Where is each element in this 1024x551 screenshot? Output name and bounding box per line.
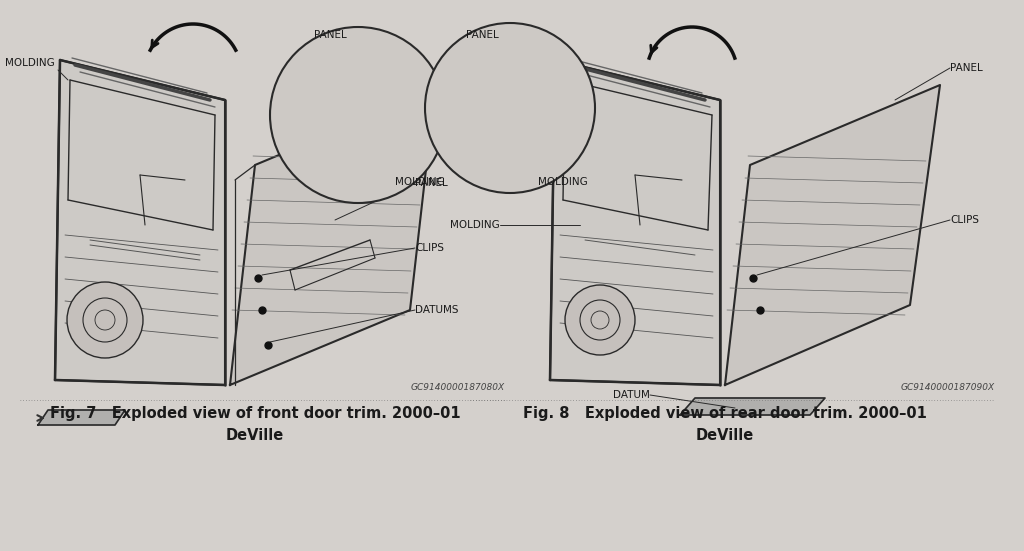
Polygon shape — [38, 410, 125, 425]
Polygon shape — [230, 90, 435, 385]
Polygon shape — [550, 60, 720, 385]
Text: MOLDING: MOLDING — [451, 220, 500, 230]
Text: DeVille: DeVille — [696, 428, 754, 443]
Text: PANEL: PANEL — [466, 30, 499, 40]
Circle shape — [67, 282, 143, 358]
Text: MOLDING: MOLDING — [395, 177, 444, 187]
Text: DATUM: DATUM — [613, 390, 650, 400]
Text: PANEL: PANEL — [415, 178, 447, 188]
Text: Fig. 8   Exploded view of rear door trim. 2000–01: Fig. 8 Exploded view of rear door trim. … — [523, 406, 927, 421]
Text: MOLDING: MOLDING — [5, 58, 54, 68]
Text: CLIPS: CLIPS — [415, 243, 444, 253]
Text: PANEL: PANEL — [313, 30, 346, 40]
Text: CLIPS: CLIPS — [950, 215, 979, 225]
Text: DATUMS: DATUMS — [415, 305, 459, 315]
Circle shape — [565, 285, 635, 355]
Circle shape — [425, 23, 595, 193]
Text: PANEL: PANEL — [950, 63, 983, 73]
Text: DeVille: DeVille — [226, 428, 284, 443]
Text: GC9140000187090X: GC9140000187090X — [901, 383, 995, 392]
Polygon shape — [55, 60, 225, 385]
Text: Fig. 7   Exploded view of front door trim. 2000–01: Fig. 7 Exploded view of front door trim.… — [50, 406, 461, 421]
Text: MOLDING: MOLDING — [538, 177, 588, 187]
Text: GC9140000187080X: GC9140000187080X — [411, 383, 505, 392]
Polygon shape — [680, 398, 825, 415]
Circle shape — [270, 27, 446, 203]
Polygon shape — [725, 85, 940, 385]
